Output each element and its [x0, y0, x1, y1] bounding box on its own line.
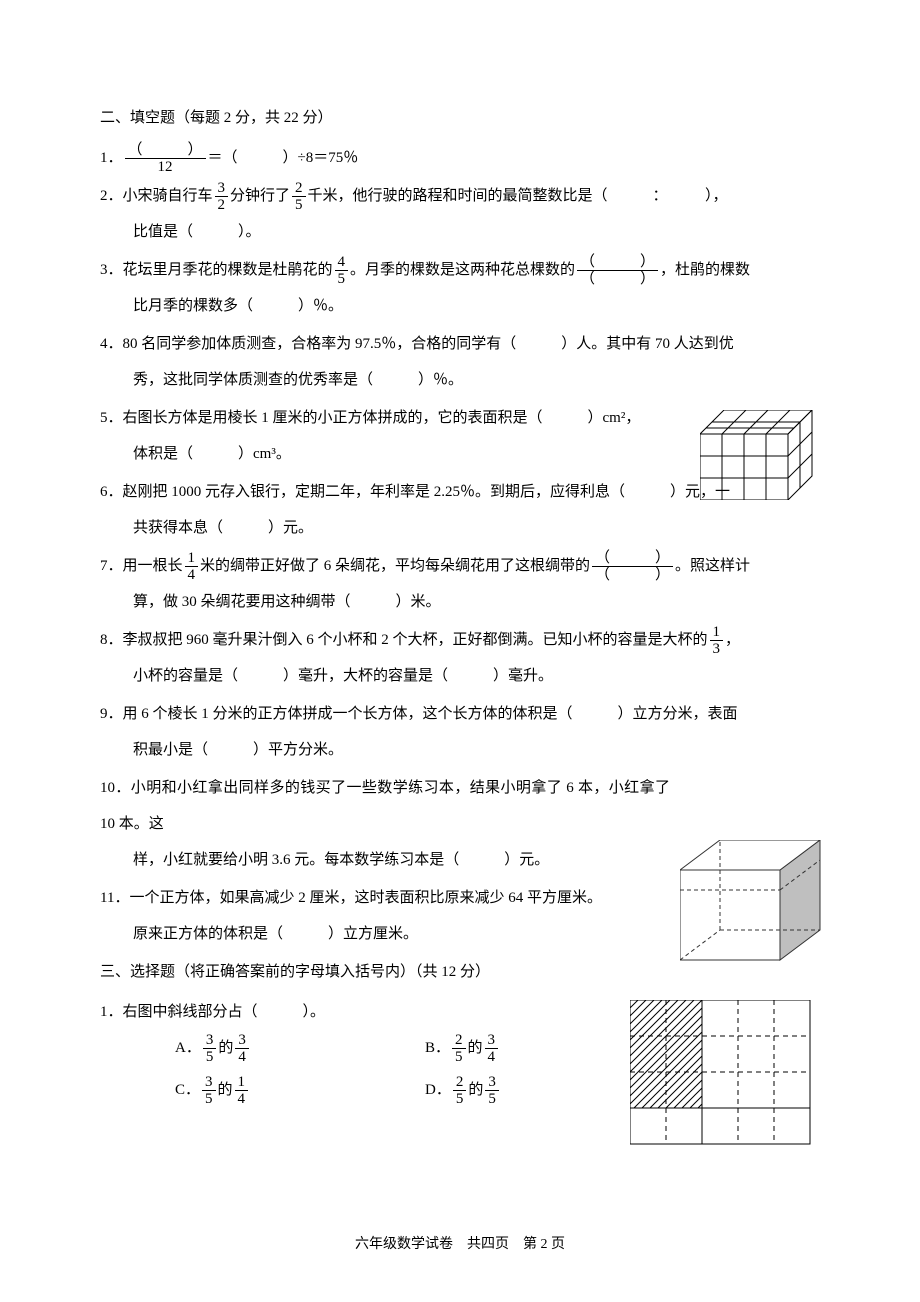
q5-line2: 体积是（ ）cm³。: [133, 436, 690, 472]
q2-f1: 32: [215, 180, 229, 214]
q5-line1: 5．右图长方体是用棱长 1 厘米的小正方体拼成的，它的表面积是（ ）cm²，: [100, 410, 640, 426]
q7-f2: （ ）（ ）: [592, 550, 673, 584]
q6-line1: 6．赵刚把 1000 元存入银行，定期二年，年利率是 2.25％。到期后，应得利…: [100, 484, 730, 500]
q10-line1: 10．小明和小红拿出同样多的钱买了一些数学练习本，结果小明拿了 6 本，小红拿了…: [100, 780, 670, 832]
q2-1: 1． （ ） 12 ＝（ ）÷8＝75％: [100, 140, 830, 176]
q7-tail: 。照这样计: [675, 558, 750, 574]
hatched-grid-figure: [630, 1000, 820, 1150]
q2-7: 7．用一根长14米的绸带正好做了 6 朵绸花，平均每朵绸花用了这根绸带的（ ）（…: [100, 548, 830, 620]
q8-prefix: 8．李叔叔把 960 毫升果汁倒入 6 个小杯和 2 个大杯，正好都倒满。已知小…: [100, 632, 708, 648]
q1-frac: （ ） 12: [125, 142, 206, 176]
q2-2: 2．小宋骑自行车32分钟行了25千米，他行驶的路程和时间的最简整数比是（ ： ）…: [100, 178, 830, 250]
q9-line1: 9．用 6 个棱长 1 分米的正方体拼成一个长方体，这个长方体的体积是（ ）立方…: [100, 706, 738, 722]
q3-line2: 比月季的棵数多（ ）％。: [133, 288, 830, 324]
q7-mid: 米的绸带正好做了 6 朵绸花，平均每朵绸花用了这根绸带的: [200, 558, 590, 574]
q1-frac-num: （ ）: [125, 142, 206, 160]
q2-mid: 分钟行了: [230, 188, 290, 204]
q4-line1: 4．80 名同学参加体质测查，合格率为 97.5％，合格的同学有（ ）人。其中有…: [100, 336, 734, 352]
option-A: A．35的34: [175, 1030, 425, 1066]
q8-f: 13: [710, 624, 724, 658]
q8-tail: ，: [725, 632, 740, 648]
q2-4: 4．80 名同学参加体质测查，合格率为 97.5％，合格的同学有（ ）人。其中有…: [100, 326, 830, 398]
q3-f1: 45: [335, 254, 349, 288]
q2-f2: 25: [292, 180, 306, 214]
q7-prefix: 7．用一根长: [100, 558, 183, 574]
q3-1-stem: 1．右图中斜线部分占（ ）。: [100, 1004, 325, 1020]
q4-line2: 秀，这批同学体质测查的优秀率是（ ）％。: [133, 362, 830, 398]
q3-prefix: 3．花坛里月季花的棵数是杜鹃花的: [100, 262, 333, 278]
option-C: C．35的14: [175, 1072, 425, 1108]
q2-9: 9．用 6 个棱长 1 分米的正方体拼成一个长方体，这个长方体的体积是（ ）立方…: [100, 696, 830, 768]
q10-line2: 样，小红就要给小明 3.6 元。每本数学练习本是（ ）元。: [133, 842, 670, 878]
exam-page: 二、填空题（每题 2 分，共 22 分） 1． （ ） 12 ＝（ ）÷8＝75…: [0, 0, 920, 1302]
q11-line2: 原来正方体的体积是（ ）立方厘米。: [133, 916, 670, 952]
q3-1-options: A．35的34 B．25的34 C．35的14 D．25的35: [175, 1030, 630, 1108]
q7-f1: 14: [185, 550, 199, 584]
cuboid-figure: [700, 410, 830, 500]
q3-mid: 。月季的棵数是这两种花总棵数的: [350, 262, 575, 278]
q11-line1: 11．一个正方体，如果高减少 2 厘米，这时表面积比原来减少 64 平方厘米。: [100, 890, 602, 906]
q2-8: 8．李叔叔把 960 毫升果汁倒入 6 个小杯和 2 个大杯，正好都倒满。已知小…: [100, 622, 830, 694]
q2-3: 3．花坛里月季花的棵数是杜鹃花的45。月季的棵数是这两种花总棵数的（ ）（ ），…: [100, 252, 830, 324]
page-footer: 六年级数学试卷 共四页 第 2 页: [0, 1228, 920, 1262]
q1-frac-den: 12: [125, 159, 206, 176]
section2-title: 二、填空题（每题 2 分，共 22 分）: [100, 100, 830, 136]
q8-line2: 小杯的容量是（ ）毫升，大杯的容量是（ ）毫升。: [133, 658, 830, 694]
q3-f2: （ ）（ ）: [577, 254, 658, 288]
q2-prefix: 2．小宋骑自行车: [100, 188, 213, 204]
q1-tail: ＝（ ）÷8＝75％: [208, 150, 359, 166]
q3-tail: ，杜鹃的棵数: [660, 262, 750, 278]
cube-figure: [680, 840, 830, 970]
q7-line2: 算，做 30 朵绸花要用这种绸带（ ）米。: [133, 584, 830, 620]
q6-line2: 共获得本息（ ）元。: [133, 510, 830, 546]
q9-line2: 积最小是（ ）平方分米。: [133, 732, 830, 768]
q2-tail: 千米，他行驶的路程和时间的最简整数比是（ ： ），: [308, 188, 728, 204]
q2-line2: 比值是（ ）。: [133, 214, 830, 250]
